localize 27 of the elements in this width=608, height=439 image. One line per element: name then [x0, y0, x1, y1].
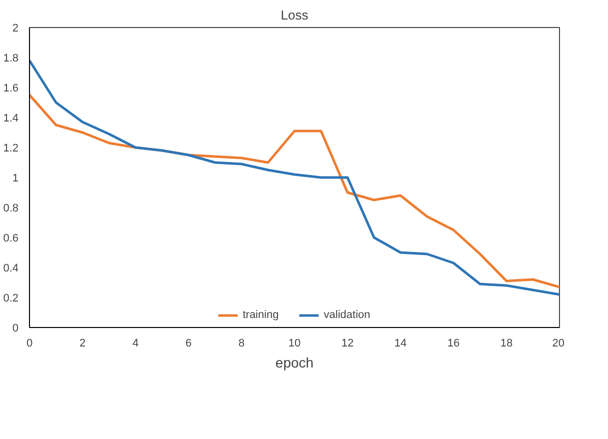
y-tick-label: 1.8 — [3, 52, 19, 64]
x-tick-label: 14 — [394, 338, 407, 350]
y-tick-label: 0 — [12, 322, 19, 334]
x-tick-label: 0 — [26, 338, 33, 350]
x-tick-label: 12 — [341, 338, 354, 350]
x-tick-label: 4 — [132, 338, 139, 350]
y-tick-label: 1.6 — [3, 82, 19, 94]
y-tick-label: 1 — [12, 172, 19, 184]
y-tick-label: 0.4 — [3, 262, 19, 274]
line-series — [30, 59, 560, 296]
x-tick-label: 2 — [79, 338, 86, 350]
y-tick-label: 0.6 — [3, 232, 19, 244]
y-tick-label: 0.2 — [3, 292, 19, 304]
x-axis-title: epoch — [275, 354, 314, 370]
legend-label: training — [242, 309, 279, 321]
x-tick-label: 20 — [552, 338, 565, 350]
chart-title: Loss — [280, 8, 309, 22]
x-tick-label: 16 — [447, 338, 460, 350]
x-tick-label: 8 — [238, 338, 245, 350]
legend-label: validation — [324, 309, 370, 321]
y-tick-label: 1.4 — [3, 112, 19, 124]
y-tick-label: 0.8 — [3, 202, 19, 214]
x-tick-label: 10 — [288, 338, 301, 350]
x-tick-label: 18 — [500, 338, 513, 350]
y-tick-label: 1.2 — [3, 142, 19, 154]
y-tick-label: 2 — [12, 22, 19, 34]
x-tick-label: 6 — [185, 338, 192, 350]
